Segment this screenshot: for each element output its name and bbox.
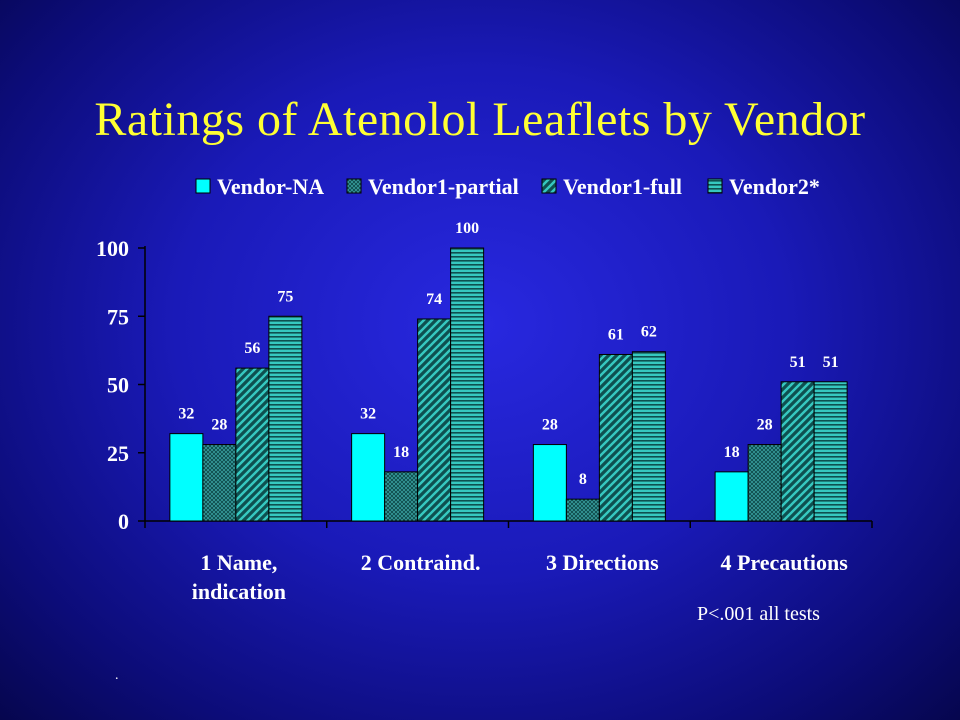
bar-value-label: 51 xyxy=(823,354,839,371)
bar-value-label: 28 xyxy=(757,417,773,434)
bar-vendor1-full xyxy=(417,318,452,522)
bar-vendor2- xyxy=(450,247,485,522)
legend-label: Vendor2* xyxy=(729,174,820,199)
bar-value-label: 51 xyxy=(790,354,806,371)
bar-value-label: 56 xyxy=(244,340,260,357)
legend-label: Vendor1-full xyxy=(563,174,682,199)
bar-vendor-na xyxy=(351,433,386,522)
bar-vendor1-full xyxy=(780,381,815,522)
x-category-label: 3 Directions xyxy=(546,550,659,575)
y-tick-label: 100 xyxy=(96,236,129,261)
bar-value-label: 28 xyxy=(211,417,227,434)
y-tick-label: 0 xyxy=(118,509,129,534)
y-tick-label: 50 xyxy=(107,373,129,398)
legend-swatch xyxy=(707,178,723,194)
y-tick-label: 25 xyxy=(107,441,129,466)
bar-vendor-na xyxy=(532,444,567,522)
legend: Vendor-NA Vendor1-partial Vendor1-full Vend… xyxy=(195,174,820,199)
bar-value-label: 8 xyxy=(579,471,587,488)
bar-value-label: 75 xyxy=(277,288,293,305)
bar-vendor2- xyxy=(631,351,666,522)
x-category-label: 4 Precautions xyxy=(720,550,848,575)
bar-value-label: 74 xyxy=(426,291,442,308)
x-category-label: 1 Name, indication xyxy=(192,550,286,604)
legend-label: Vendor-NA xyxy=(217,174,324,199)
significance-footnote: P<.001 all tests xyxy=(697,603,820,625)
dot-mark: . xyxy=(115,668,119,683)
value-labels: 32 28 56 75 32 18 74 100 28 8 61 62 18 28 51 51 xyxy=(178,220,838,488)
slide-title: Ratings of Atenolol Leaflets by Vendor xyxy=(94,93,866,146)
y-tick-label: 75 xyxy=(107,304,129,329)
bar-vendor1-full xyxy=(235,367,270,522)
bar-value-label: 100 xyxy=(455,220,479,237)
legend-swatch xyxy=(195,178,211,194)
legend-swatch xyxy=(541,178,557,194)
bar-value-label: 32 xyxy=(178,406,194,423)
bars xyxy=(169,247,848,522)
legend-swatch xyxy=(346,178,362,194)
legend-label: Vendor1-partial xyxy=(368,174,519,199)
x-category-label: 2 Contraind. xyxy=(361,550,481,575)
bar-value-label: 18 xyxy=(393,444,409,461)
bar-vendor-na xyxy=(714,471,749,522)
bar-vendor1-partial xyxy=(202,444,237,522)
bar-vendor1-partial xyxy=(747,444,782,522)
bar-vendor2- xyxy=(268,315,303,522)
bar-vendor-na xyxy=(169,433,204,522)
bar-value-label: 32 xyxy=(360,406,376,423)
bar-vendor1-full xyxy=(598,353,633,522)
bar-vendor1-partial xyxy=(384,471,419,522)
bar-value-label: 28 xyxy=(542,417,558,434)
bar-vendor2- xyxy=(813,381,848,522)
bar-value-label: 61 xyxy=(608,326,624,343)
bar-vendor1-partial xyxy=(565,498,600,522)
bar-value-label: 18 xyxy=(724,444,740,461)
bar-value-label: 62 xyxy=(641,324,657,341)
